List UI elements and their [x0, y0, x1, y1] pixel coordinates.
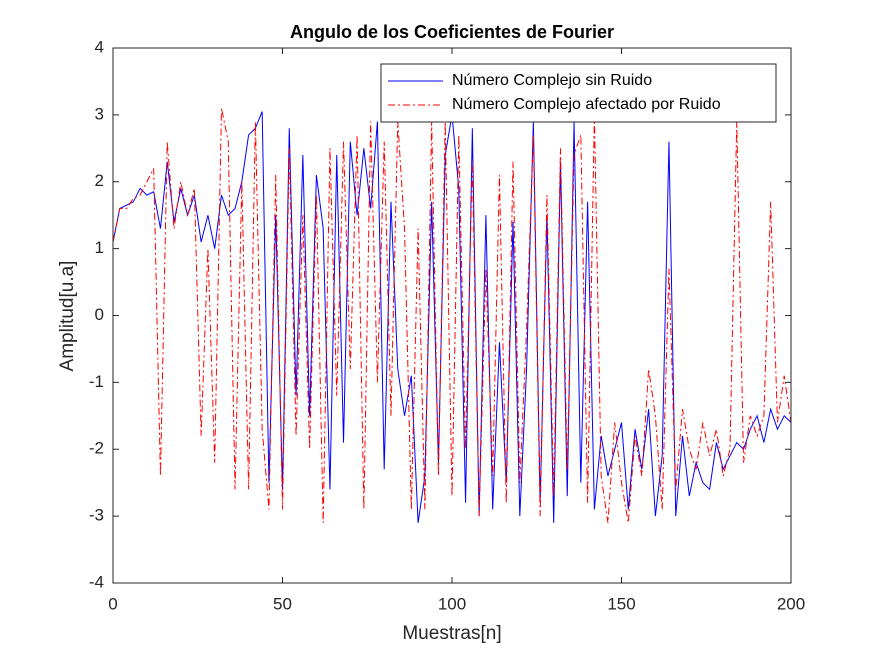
y-tick-label: -3 — [89, 506, 104, 525]
chart-title: Angulo de los Coeficientes de Fourier — [290, 22, 614, 42]
y-tick-label: 4 — [95, 37, 104, 56]
x-tick-label: 100 — [438, 594, 466, 613]
legend: Número Complejo sin Ruido Número Complejo… — [380, 63, 777, 123]
y-tick-label: -2 — [89, 439, 104, 458]
y-tick-label: 0 — [95, 305, 104, 324]
x-tick-label: 150 — [607, 594, 635, 613]
data-line — [113, 108, 791, 523]
y-tick-label: 3 — [95, 104, 104, 123]
y-tick-label: 2 — [95, 171, 104, 190]
x-axis-label: Muestras[n] — [402, 623, 501, 644]
x-tick-label: 200 — [777, 594, 805, 613]
legend-label: Número Complejo sin Ruido — [452, 72, 652, 89]
legend-label: Número Complejo afectado por Ruido — [452, 96, 721, 113]
x-tick-label: 50 — [273, 594, 292, 613]
y-tick-label: -4 — [89, 572, 104, 591]
y-axis-label: Amplitud[u.a] — [57, 261, 78, 372]
plot-area — [113, 48, 791, 583]
y-tick-label: -1 — [89, 372, 104, 391]
x-tick-label: 0 — [108, 594, 117, 613]
y-tick-label: 1 — [95, 238, 104, 257]
legend-box — [380, 63, 777, 123]
